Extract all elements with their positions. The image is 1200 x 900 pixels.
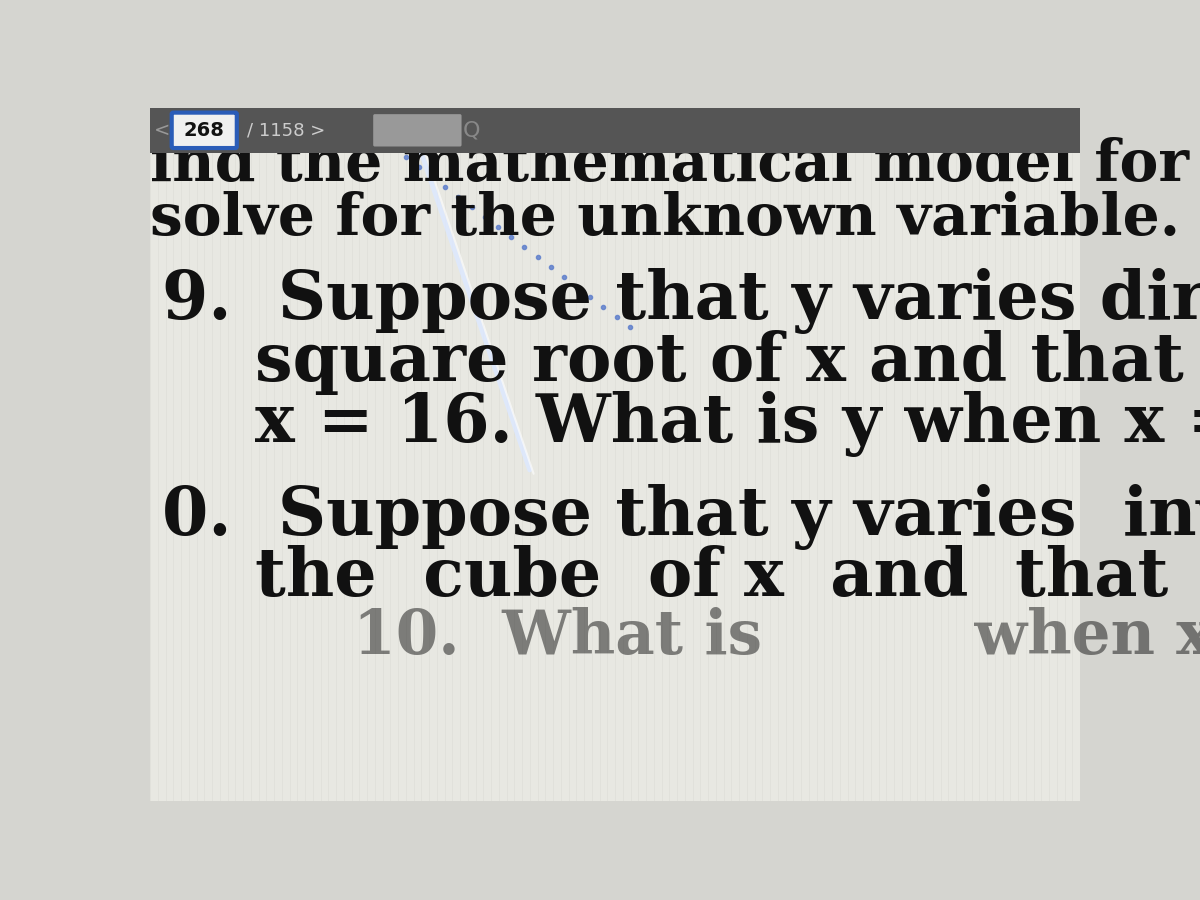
Text: <: < — [154, 121, 170, 140]
Text: Q: Q — [463, 121, 480, 140]
Text: 268: 268 — [184, 121, 224, 140]
Text: the  cube  of x  and  that  y = 0.005: the cube of x and that y = 0.005 — [162, 545, 1200, 611]
Text: solve for the unknown variable. See Examples 1: solve for the unknown variable. See Exam… — [150, 191, 1200, 248]
FancyBboxPatch shape — [172, 112, 236, 148]
Text: 9.  Suppose that y varies directly as the: 9. Suppose that y varies directly as the — [162, 268, 1200, 334]
Text: 0.  Suppose that y varies  inversely  as: 0. Suppose that y varies inversely as — [162, 484, 1200, 550]
Text: square root of x and that y = 36 when: square root of x and that y = 36 when — [162, 329, 1200, 396]
Text: 10.  What is          when x = 5?: 10. What is when x = 5? — [162, 607, 1200, 667]
Bar — [150, 108, 1080, 153]
Text: ind the mathematical model for each of the foll: ind the mathematical model for each of t… — [150, 138, 1200, 194]
Text: x = 16. What is y when x = 20?: x = 16. What is y when x = 20? — [162, 392, 1200, 457]
Text: / 1158 >: / 1158 > — [247, 122, 325, 140]
FancyBboxPatch shape — [373, 114, 462, 147]
